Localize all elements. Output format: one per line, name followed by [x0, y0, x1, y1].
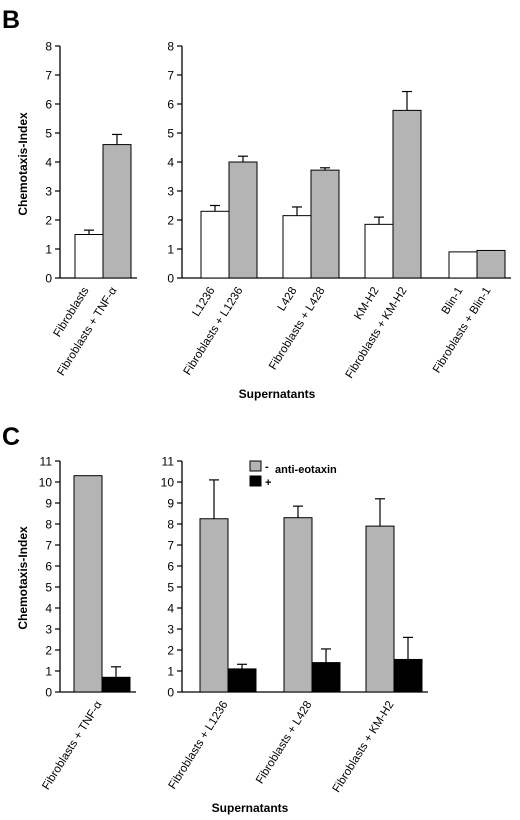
panel-c-y-tick-label: 10 — [161, 476, 175, 490]
panel-c-y-tick-label: 1 — [45, 665, 52, 679]
panel-b-bar — [392, 109, 422, 279]
panel-c-y-tick-label: 5 — [45, 581, 52, 595]
legend-label-plus: + — [265, 477, 271, 489]
legend-title: anti-eotaxin — [275, 464, 337, 476]
legend-swatch-plus — [249, 475, 262, 487]
legend-swatch-minus — [249, 460, 262, 472]
panel-c-category-label: Fibroblasts + L428 — [254, 699, 314, 786]
panel-c-y-tick-label: 6 — [167, 560, 174, 574]
panel-b-bar — [476, 249, 506, 279]
panel-c-y-tick-label: 3 — [45, 623, 52, 637]
panel-b-y-tick-label: 3 — [167, 185, 174, 199]
panel-c-y-tick-label: 3 — [167, 623, 174, 637]
panel-b-y-tick-label: 3 — [45, 185, 52, 199]
panel-b-category-label: Fibroblasts + L1236 — [182, 285, 246, 377]
panel-b-y-tick-label: 7 — [45, 69, 52, 83]
panel-b-y-tick-label: 5 — [167, 127, 174, 141]
panel-b-y-tick-label: 0 — [45, 272, 52, 286]
panel-b-bar — [102, 144, 132, 279]
panel-b-bar — [310, 169, 340, 279]
panel-label-b: B — [2, 6, 20, 34]
panel-c-bar — [73, 475, 103, 693]
panel-c-y-tick-label: 10 — [39, 476, 53, 490]
panel-b-category-label: L1236 — [190, 285, 217, 318]
panel-b-ylabel: Chemotaxis-Index — [16, 112, 30, 216]
panel-c-y-tick-label: 5 — [167, 581, 174, 595]
panel-b-category-label: Blin-1 — [440, 285, 466, 316]
panel-c-y-tick-label: 9 — [167, 497, 174, 511]
panel-b-category-label: Fibroblasts + L428 — [267, 285, 327, 372]
panel-b-y-tick-label: 4 — [167, 156, 174, 170]
panel-b-y-tick-label: 8 — [45, 40, 52, 54]
panel-b-y-tick-label: 2 — [45, 214, 52, 228]
panel-b-category-label: Fibroblasts + Blin-1 — [431, 285, 494, 375]
panel-c-bar — [199, 518, 229, 693]
panel-c-y-tick-label: 2 — [45, 644, 52, 658]
panel-c-legend: - anti-eotaxin + — [249, 460, 337, 489]
panel-c-y-tick-label: 0 — [45, 686, 52, 700]
panel-c-y-tick-label: 9 — [45, 497, 52, 511]
panel-b-bar — [74, 234, 104, 279]
panel-c-bar — [227, 668, 257, 693]
panel-c-category-label: Fibroblasts + TNF-α — [40, 699, 104, 792]
panel-c-ylabel: Chemotaxis-Index — [16, 526, 30, 630]
panel-c-y-tick-label: 0 — [167, 686, 174, 700]
panel-c-y-tick-label: 7 — [45, 539, 52, 553]
panel-b-xlabel: Supernatants — [239, 387, 316, 401]
panel-c-bar — [393, 658, 423, 693]
panel-c-category-label: Fibroblasts + L1236 — [167, 699, 231, 791]
panel-b-category-label: Fibroblasts + KM-H2 — [344, 285, 410, 381]
panel-b-y-tick-label: 7 — [167, 69, 174, 83]
panel-c-y-tick-label: 4 — [45, 602, 52, 616]
panel-c-y-tick-label: 7 — [167, 539, 174, 553]
panel-c-y-tick-label: 8 — [167, 518, 174, 532]
legend-label-minus: - — [265, 461, 269, 473]
panel-b-bar — [200, 210, 230, 279]
panel-c-bar — [101, 676, 131, 693]
panel-c-y-tick-label: 11 — [162, 455, 175, 469]
panel-c-y-tick-label: 11 — [40, 455, 53, 469]
panel-c-y-tick-label: 2 — [167, 644, 174, 658]
panel-b-y-tick-label: 2 — [167, 214, 174, 228]
panel-c-y-tick-label: 4 — [167, 602, 174, 616]
panel-b-y-tick-label: 8 — [167, 40, 174, 54]
panel-c-y-tick-label: 8 — [45, 518, 52, 532]
panel-b-y-tick-label: 5 — [45, 127, 52, 141]
panel-c-category-label: Fibroblasts + KM-H2 — [331, 699, 397, 795]
panel-b-category-label: L428 — [276, 285, 300, 313]
panel-b-y-tick-label: 1 — [167, 243, 174, 257]
panel-c-bar — [365, 525, 395, 693]
panel-b-bar — [448, 251, 478, 279]
panel-c-xlabel: Supernatants — [212, 801, 289, 815]
panel-label-c: C — [2, 423, 20, 451]
panel-b-bar — [364, 223, 394, 279]
panel-b-y-tick-label: 1 — [45, 243, 52, 257]
panel-b-y-tick-label: 6 — [167, 98, 174, 112]
panel-c-bar — [311, 662, 341, 693]
panel-b-category-label: KM-H2 — [352, 285, 381, 322]
panel-c-y-tick-label: 1 — [167, 665, 174, 679]
panel-b-bar — [282, 215, 312, 279]
panel-b-bar — [228, 161, 258, 279]
panel-c-y-tick-label: 6 — [45, 560, 52, 574]
panel-b-y-tick-label: 4 — [45, 156, 52, 170]
panel-c-bar — [283, 517, 313, 693]
panel-b-y-tick-label: 0 — [167, 272, 174, 286]
panel-b-y-tick-label: 6 — [45, 98, 52, 112]
